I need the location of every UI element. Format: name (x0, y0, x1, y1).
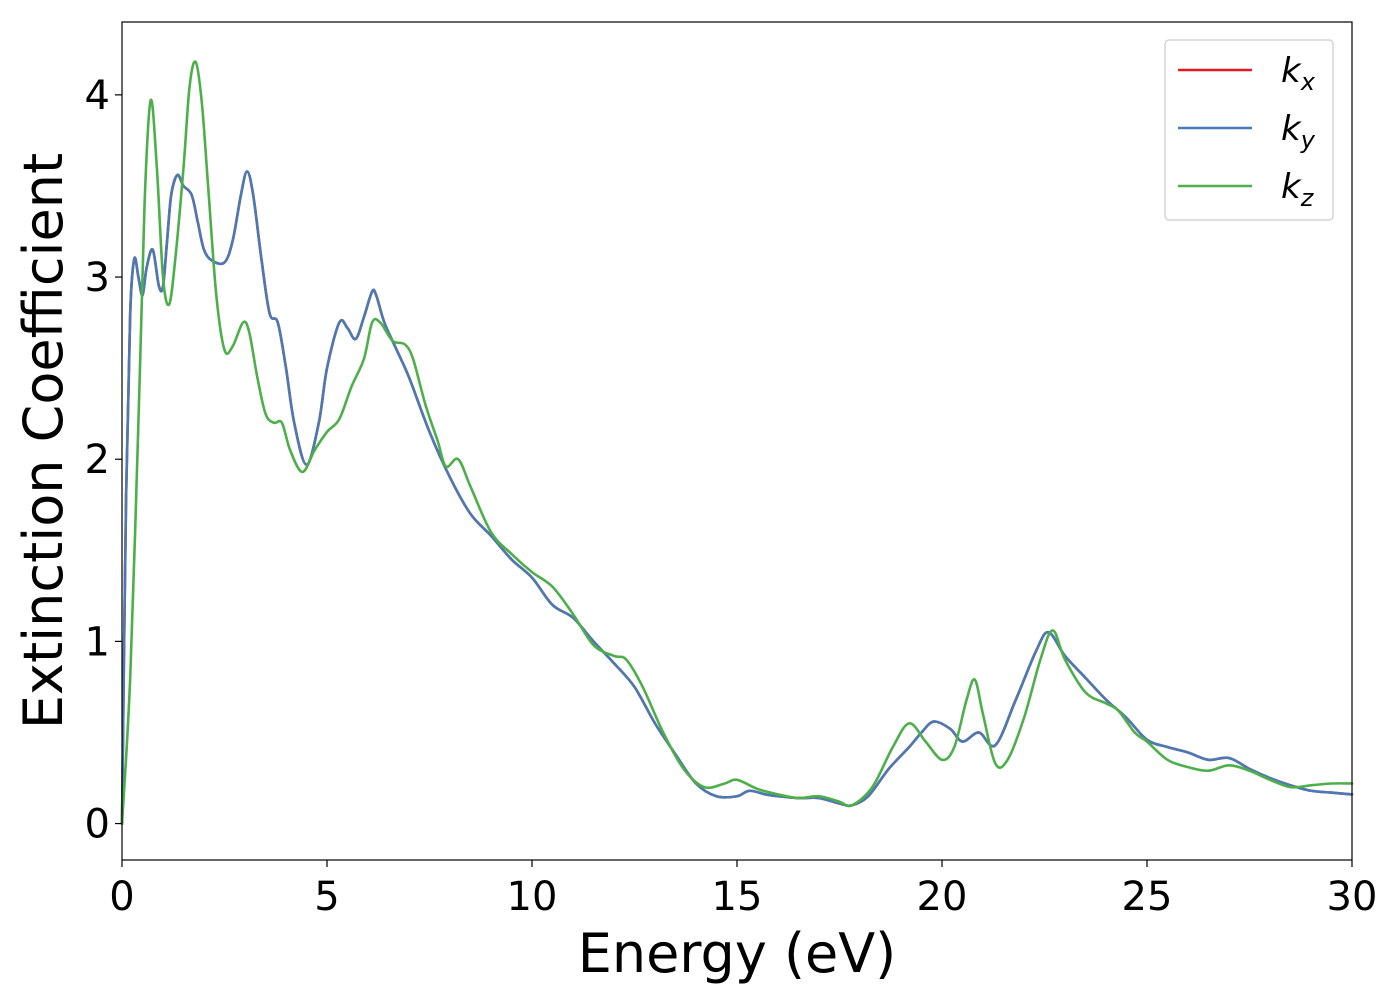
x-tick-label: 10 (507, 874, 558, 920)
y-tick-label: 1 (85, 619, 110, 665)
y-tick-label: 0 (85, 802, 110, 848)
series-line-ky (120, 170, 1354, 825)
x-tick-label: 15 (712, 874, 763, 920)
y-tick-label: 3 (85, 255, 110, 301)
y-tick-label: 4 (85, 73, 110, 119)
y-axis-ticks: 0 1 2 3 4 (85, 73, 122, 848)
series-layer (120, 60, 1354, 825)
series-line-kz (120, 60, 1354, 825)
legend-label-kx: kx (1281, 51, 1316, 96)
legend-label-ky: ky (1281, 109, 1316, 154)
x-tick-label: 25 (1122, 874, 1173, 920)
legend-label-kz: kz (1281, 167, 1315, 212)
legend-box (1164, 39, 1334, 221)
y-axis-label: Extinction Coefficient (12, 153, 75, 729)
x-tick-label: 30 (1327, 874, 1378, 920)
x-tick-label: 20 (917, 874, 968, 920)
x-tick-label: 5 (314, 874, 339, 920)
x-tick-label: 0 (109, 874, 134, 920)
legend: kx ky kz (1164, 39, 1334, 221)
y-tick-label: 2 (85, 437, 110, 483)
x-axis-ticks: 0 5 10 15 20 25 30 (109, 860, 1377, 920)
x-axis-label: Energy (eV) (578, 922, 897, 985)
